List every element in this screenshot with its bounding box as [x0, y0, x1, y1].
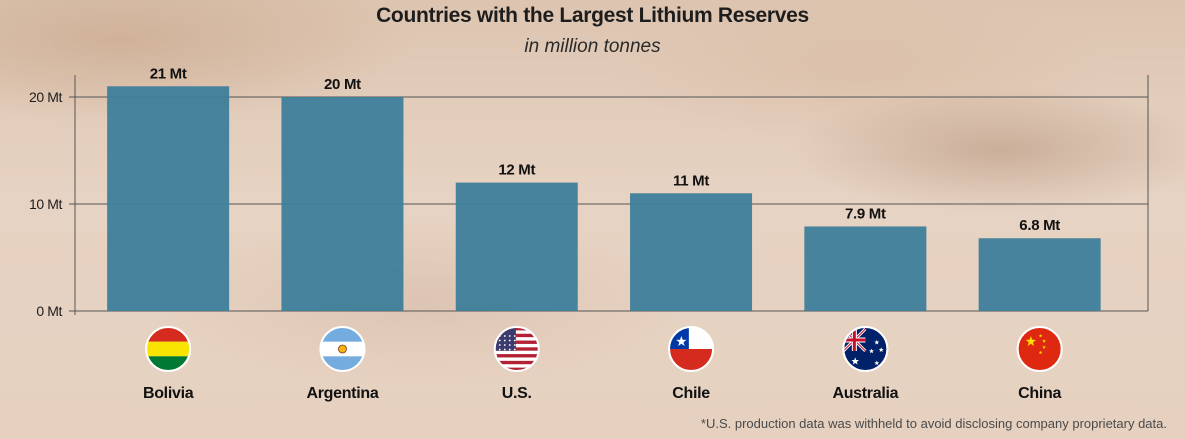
y-tick-label: 20 Mt: [29, 89, 63, 105]
bar: [804, 226, 927, 311]
value-label: 7.9 Mt: [845, 205, 886, 222]
chart-title: Countries with the Largest Lithium Reser…: [376, 4, 809, 27]
chart-subtitle: in million tonnes: [524, 36, 661, 57]
y-tick-label: 10 Mt: [29, 196, 63, 212]
value-label: 21 Mt: [150, 65, 187, 82]
bar: [281, 97, 404, 311]
bar: [978, 238, 1101, 311]
bar: [630, 193, 753, 311]
value-label: 20 Mt: [324, 76, 361, 93]
bolivia-flag-icon: [145, 326, 192, 372]
grid-layer: [69, 75, 1149, 315]
y-tick-label: 0 Mt: [36, 303, 62, 319]
us-flag-icon: [493, 326, 540, 372]
labels-layer: 0 Mt 10 Mt 20 Mt 21 Mt Bolivia 20 Mt Argentina…: [29, 65, 1062, 402]
bars-layer: [107, 86, 1101, 311]
china-flag-icon: [1016, 326, 1063, 372]
bar: [107, 86, 230, 311]
category-label: Chile: [672, 385, 710, 402]
footnote: *U.S. production data was withheld to av…: [700, 416, 1167, 431]
value-label: 6.8 Mt: [1019, 217, 1060, 234]
chile-flag-icon: [668, 326, 715, 372]
flags-layer: [145, 326, 1063, 372]
category-label: Bolivia: [143, 385, 194, 402]
australia-flag-icon: [842, 326, 889, 372]
category-label: China: [1018, 385, 1061, 402]
category-label: Australia: [832, 385, 898, 402]
category-label: Argentina: [306, 385, 378, 402]
value-label: 12 Mt: [498, 162, 535, 179]
argentina-flag-icon: [319, 326, 366, 372]
bar: [455, 182, 578, 311]
category-label: U.S.: [502, 385, 532, 402]
value-label: 11 Mt: [673, 172, 709, 189]
